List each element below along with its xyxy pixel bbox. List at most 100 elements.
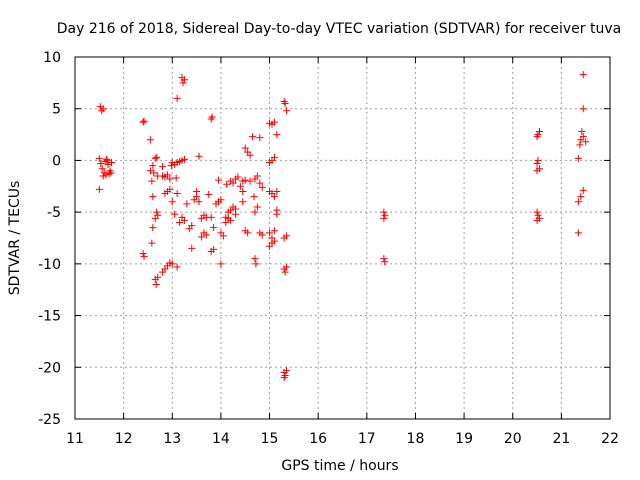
data-point bbox=[533, 167, 541, 175]
data-point bbox=[251, 255, 259, 263]
grid bbox=[75, 57, 610, 419]
data-point bbox=[270, 118, 278, 126]
data-point bbox=[154, 273, 162, 281]
data-point bbox=[171, 210, 179, 218]
data-point bbox=[381, 211, 389, 219]
data-point bbox=[210, 245, 218, 253]
data-point bbox=[146, 167, 154, 175]
data-point bbox=[166, 185, 174, 193]
data-point bbox=[270, 227, 278, 235]
data-point bbox=[166, 175, 174, 183]
data-point bbox=[168, 198, 176, 206]
y-tick-label: -25 bbox=[38, 412, 61, 428]
data-point bbox=[380, 208, 388, 216]
data-point bbox=[167, 162, 175, 170]
data-point bbox=[250, 193, 258, 201]
data-point bbox=[239, 198, 247, 206]
plot-frame bbox=[74, 56, 611, 420]
data-point bbox=[281, 100, 289, 108]
data-point bbox=[208, 113, 216, 121]
data-point bbox=[256, 134, 264, 142]
data-point bbox=[139, 250, 147, 258]
data-point bbox=[195, 198, 203, 206]
data-point bbox=[283, 366, 291, 374]
data-point bbox=[217, 196, 225, 204]
data-point bbox=[99, 172, 107, 180]
data-point bbox=[258, 183, 266, 191]
y-tick-label: 5 bbox=[52, 102, 61, 118]
data-point bbox=[258, 231, 266, 239]
data-point bbox=[222, 218, 230, 226]
data-point bbox=[146, 136, 154, 144]
data-point bbox=[381, 258, 389, 266]
data-point bbox=[193, 187, 201, 195]
data-point bbox=[229, 179, 237, 187]
data-point bbox=[533, 208, 541, 216]
y-tick-label: -20 bbox=[38, 360, 61, 376]
data-point bbox=[283, 232, 291, 240]
data-point bbox=[270, 193, 278, 201]
data-point bbox=[534, 211, 542, 219]
data-point bbox=[99, 105, 107, 113]
data-point bbox=[188, 244, 196, 252]
data-point bbox=[270, 237, 278, 245]
x-tick-label: 21 bbox=[552, 431, 570, 447]
data-point bbox=[246, 151, 254, 159]
data-point bbox=[281, 268, 289, 276]
data-point bbox=[210, 224, 218, 232]
y-tick-label: 10 bbox=[43, 50, 61, 66]
data-point bbox=[180, 76, 188, 84]
data-point bbox=[574, 229, 582, 237]
data-point bbox=[163, 171, 171, 179]
data-point bbox=[273, 131, 281, 139]
data-point bbox=[236, 182, 244, 190]
x-tick-label: 16 bbox=[309, 431, 327, 447]
data-point bbox=[149, 193, 157, 201]
data-point bbox=[173, 263, 181, 271]
data-point bbox=[148, 239, 156, 247]
data-point bbox=[103, 156, 111, 164]
data-point bbox=[256, 179, 264, 187]
data-point bbox=[179, 79, 187, 87]
data-point bbox=[180, 155, 188, 163]
data-point bbox=[579, 71, 587, 79]
x-tick-label: 19 bbox=[455, 431, 473, 447]
data-point bbox=[154, 211, 162, 219]
data-point bbox=[173, 190, 181, 198]
data-point bbox=[219, 232, 227, 240]
data-point bbox=[579, 186, 587, 194]
data-point bbox=[533, 160, 541, 168]
data-point bbox=[207, 213, 215, 221]
data-point bbox=[535, 127, 543, 135]
data-point bbox=[579, 133, 587, 141]
data-point bbox=[239, 187, 247, 195]
chart-title: Day 216 of 2018, Sidereal Day-to-day VTE… bbox=[57, 21, 621, 37]
data-point bbox=[168, 260, 176, 268]
data-point bbox=[534, 156, 542, 164]
data-point bbox=[159, 163, 167, 171]
data-point bbox=[223, 180, 231, 188]
x-tick-label: 12 bbox=[115, 431, 133, 447]
data-points bbox=[95, 71, 590, 382]
data-point bbox=[273, 187, 281, 195]
x-tick-label: 22 bbox=[601, 431, 619, 447]
y-tick-label: -5 bbox=[47, 205, 61, 221]
data-point bbox=[140, 117, 148, 125]
data-point bbox=[151, 154, 159, 162]
data-point bbox=[195, 152, 203, 160]
data-point bbox=[283, 107, 291, 115]
data-point bbox=[149, 224, 157, 232]
data-point bbox=[149, 162, 157, 170]
data-point bbox=[283, 263, 291, 271]
data-point bbox=[168, 158, 176, 166]
data-point bbox=[152, 281, 160, 289]
y-tick-label: -10 bbox=[38, 257, 61, 273]
data-point bbox=[574, 198, 582, 206]
data-point bbox=[270, 153, 278, 161]
y-tick-label: -15 bbox=[38, 309, 61, 325]
x-axis-label: GPS time / hours bbox=[281, 458, 398, 474]
data-point bbox=[241, 176, 249, 184]
data-point bbox=[140, 253, 148, 261]
